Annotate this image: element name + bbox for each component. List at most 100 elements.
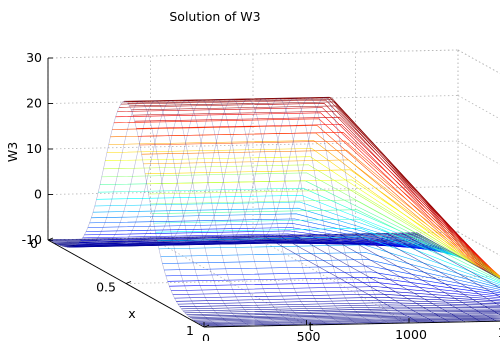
surface-line: [78, 100, 235, 327]
surface-line: [63, 100, 220, 327]
surface-line: [150, 199, 500, 280]
surface-line: [181, 304, 500, 310]
surface-line: [145, 169, 500, 278]
surface-line: [82, 233, 452, 253]
surface-line: [309, 234, 466, 323]
surface-line: [167, 277, 500, 295]
surface-line: [86, 227, 456, 255]
surface-line: [197, 316, 500, 323]
surface-line: [164, 265, 500, 292]
surface-line: [132, 110, 500, 279]
surface-line: [101, 172, 471, 264]
surface-line: [186, 309, 500, 315]
surface-line: [140, 99, 297, 326]
surface-line: [200, 318, 500, 325]
surface-line: [91, 213, 461, 258]
surface-line: [158, 244, 500, 287]
surface-line: [198, 317, 500, 324]
t-tick-label: 0: [202, 331, 210, 341]
surface-line: [170, 98, 328, 325]
surface-line: [183, 306, 500, 312]
surface-line: [324, 234, 481, 322]
surface-line: [58, 238, 428, 246]
grid-line: [457, 49, 500, 74]
surface-line: [339, 234, 497, 322]
t-axis-label: t: [309, 319, 314, 334]
x-axis-label: x: [128, 306, 135, 321]
surface-line: [416, 232, 500, 280]
surface-line: [47, 101, 205, 328]
surface-line: [165, 271, 500, 294]
surface-line: [293, 234, 451, 323]
surface-line: [401, 232, 500, 289]
surface-line: [138, 132, 500, 277]
z-tick-label: 30: [26, 50, 42, 65]
surface-line: [174, 293, 500, 302]
surface-line: [124, 99, 282, 326]
surface-line: [113, 118, 484, 270]
surface-line: [141, 149, 500, 277]
grid-line: [457, 49, 500, 74]
surface-line: [153, 218, 500, 283]
x-tick: [125, 281, 132, 284]
x-tick-label: 0: [30, 236, 38, 251]
surface-line: [148, 189, 500, 279]
grid-line: [457, 95, 500, 120]
surface-line: [263, 235, 420, 324]
surface-line: [190, 312, 500, 318]
surface-line: [191, 313, 500, 320]
surface-line: [151, 209, 500, 281]
surface-line: [169, 281, 500, 297]
surface-line: [216, 97, 374, 324]
surface-line: [202, 319, 500, 327]
grid-line: [47, 49, 459, 59]
surface-line: [119, 103, 489, 273]
t-tick-label: 1000: [395, 327, 427, 341]
surface-line: [143, 159, 500, 277]
surface-line: [195, 315, 500, 322]
x-tick: [47, 237, 54, 241]
surface-line: [93, 207, 463, 259]
surface-line: [370, 233, 500, 307]
z-tick-label: -10: [22, 232, 42, 247]
x-tick-label: 0.5: [96, 280, 116, 295]
t-tick-label: 1500: [498, 325, 500, 340]
surface-line: [232, 97, 389, 324]
x-tick-label: 1: [186, 323, 194, 338]
t-tick-label: 500: [297, 329, 321, 341]
grid-line: [47, 140, 459, 150]
surface-line: [134, 116, 500, 278]
surface-line: [157, 236, 500, 285]
surface-line: [120, 99, 490, 274]
surface-line: [355, 233, 500, 315]
surface-line: [105, 156, 475, 265]
surface-line: [61, 240, 431, 247]
surface-line: [109, 99, 266, 326]
surface-line: [47, 232, 418, 241]
surface-line: [98, 187, 468, 262]
surface-line: [54, 236, 424, 244]
surface-line: [193, 314, 500, 321]
surface-line: [136, 124, 500, 278]
surface-line: [93, 100, 251, 327]
surface-line: [112, 125, 482, 269]
surface-line: [278, 235, 435, 323]
surface-line: [184, 308, 500, 314]
surface-line: [51, 234, 421, 242]
surface-line: [80, 236, 450, 252]
surface-line: [247, 97, 405, 324]
surface-line: [186, 98, 343, 325]
z-tick-label: 10: [26, 141, 42, 156]
surface-line: [188, 311, 500, 317]
surface-line: [106, 148, 477, 266]
grid-line: [150, 237, 307, 326]
x-tick: [203, 324, 210, 328]
surface-line: [84, 230, 454, 254]
grid-line: [457, 140, 500, 165]
z-tick-label: 0: [34, 187, 42, 202]
surface-line: [53, 235, 423, 243]
surface-line: [139, 140, 500, 277]
chart-title: Solution of W3: [169, 9, 260, 24]
